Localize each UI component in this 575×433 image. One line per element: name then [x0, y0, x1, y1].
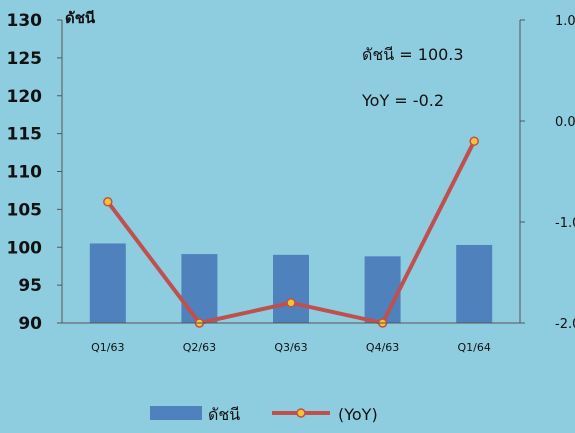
- legend: ดัชนี (YoY): [150, 405, 378, 424]
- right-axis-tick-label: -1.0: [555, 216, 575, 231]
- left-axis-tick-label: 115: [7, 125, 43, 145]
- right-axis-tick-label: 0.0: [555, 115, 575, 130]
- right-axis-tick-label: -2.0: [555, 317, 575, 332]
- left-axis-tick-label: 120: [7, 87, 43, 107]
- annotation-yoy: YoY = -0.2: [361, 91, 444, 110]
- left-axis: 90 95 100 105 110 115 120 125 130: [7, 11, 63, 334]
- left-axis-tick-label: 110: [7, 163, 43, 183]
- yoy-point: [469, 136, 479, 146]
- legend-bar-label: ดัชนี: [208, 405, 240, 424]
- legend-line-marker: [296, 408, 306, 418]
- left-axis-tick-label: 95: [18, 276, 42, 296]
- right-axis-tick-label: 1.0: [555, 14, 575, 29]
- right-axis: -2.0 -1.0 0.0 1.0: [519, 14, 575, 332]
- yoy-point: [286, 298, 296, 308]
- x-axis: Q1/63 Q2/63 Q3/63 Q4/63 Q1/64: [62, 322, 520, 354]
- bar: [181, 254, 218, 323]
- left-axis-tick-label: 130: [7, 11, 43, 31]
- annotation-index: ดัชนี = 100.3: [362, 45, 464, 64]
- left-axis-tick-label: 125: [7, 49, 43, 69]
- left-axis-tick-label: 100: [7, 238, 43, 258]
- x-axis-tick-label: Q1/63: [91, 341, 124, 354]
- yoy-series: [103, 136, 479, 328]
- left-axis-unit-label: ดัชนี: [65, 9, 96, 27]
- x-axis-tick-label: Q3/63: [274, 341, 307, 354]
- x-axis-tick-label: Q1/64: [458, 341, 491, 354]
- yoy-point: [103, 197, 113, 207]
- bar: [456, 244, 493, 323]
- legend-line-label: (YoY): [338, 405, 378, 424]
- bar: [89, 243, 126, 323]
- legend-bar-swatch: [150, 406, 202, 420]
- x-axis-tick-label: Q2/63: [183, 341, 216, 354]
- left-axis-tick-label: 105: [7, 200, 43, 220]
- bar: [273, 254, 309, 323]
- bar-series: [89, 243, 493, 323]
- x-axis-tick-label: Q4/63: [366, 341, 399, 354]
- bar: [364, 256, 401, 323]
- left-axis-tick-label: 90: [18, 314, 42, 334]
